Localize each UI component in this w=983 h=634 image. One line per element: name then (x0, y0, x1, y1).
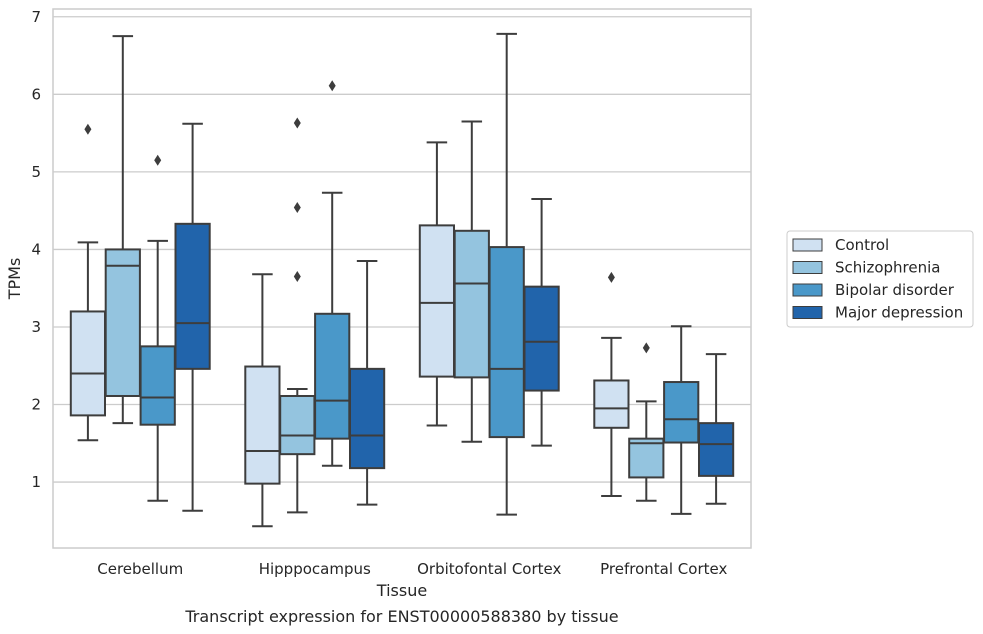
box-iqr (104, 248, 141, 397)
y-tick-label: 5 (31, 163, 41, 181)
y-tick-label: 3 (31, 318, 41, 336)
y-tick-label: 2 (31, 396, 41, 414)
box-bipolar-disorder (488, 32, 525, 516)
outlier-point (328, 80, 336, 92)
legend-swatch (792, 283, 823, 297)
legend-label: Schizophrenia (835, 259, 940, 277)
box-iqr (453, 229, 490, 379)
box-control (69, 123, 107, 442)
outlier-point (84, 123, 92, 135)
box-groups (69, 32, 735, 528)
box-iqr (628, 437, 665, 479)
box-iqr (593, 379, 630, 429)
x-tick-label: Cerebellum (97, 560, 183, 578)
box-iqr (314, 312, 351, 440)
x-tick-label: Prefrontal Cortex (600, 560, 727, 578)
box-major-depression (348, 260, 386, 506)
x-tick-label: Orbitofontal Cortex (417, 560, 561, 578)
box-iqr (697, 422, 735, 477)
legend-swatch (792, 261, 823, 274)
outlier-point (293, 271, 301, 283)
chart-caption: Transcript expression for ENST0000058838… (184, 607, 618, 626)
outlier-point (642, 342, 650, 354)
box-bipolar-disorder (139, 154, 176, 502)
outlier-point (607, 271, 615, 283)
box-iqr (279, 394, 316, 456)
legend-frame (786, 230, 974, 328)
y-axis-label: TPMs (5, 258, 24, 301)
box-iqr (348, 367, 386, 470)
box-iqr (244, 365, 281, 485)
plot-area-frame (52, 8, 752, 549)
outlier-point (293, 117, 301, 129)
box-major-depression (523, 198, 560, 447)
box-iqr (69, 310, 107, 417)
box-schizophrenia (453, 120, 490, 443)
outlier-point (154, 154, 162, 166)
box-iqr (418, 224, 456, 378)
y-tick-label: 4 (31, 240, 41, 258)
box-iqr (523, 285, 560, 392)
x-tick-label: Hipppocampus (259, 560, 371, 578)
box-bipolar-disorder (663, 325, 700, 515)
legend-label: Bipolar disorder (835, 281, 955, 299)
box-major-depression (174, 122, 211, 512)
box-schizophrenia (628, 342, 665, 502)
box-iqr (488, 246, 525, 439)
box-control (244, 273, 281, 528)
legend-swatch (792, 306, 823, 319)
box-schizophrenia (279, 117, 316, 514)
legend-items: Control Schizophrenia Bipolar disorder Majo… (792, 236, 963, 322)
box-bipolar-disorder (314, 80, 351, 467)
y-tick-label: 7 (31, 8, 41, 26)
x-axis-label: Tissue (376, 581, 427, 600)
box-control (593, 271, 630, 498)
box-iqr (663, 381, 700, 444)
box-control (418, 141, 456, 427)
box-iqr (174, 222, 211, 370)
legend-label: Control (835, 236, 889, 254)
outlier-point (293, 202, 301, 214)
legend-swatch (792, 238, 823, 252)
y-axis-ticks: 1 2 3 4 5 6 7 (31, 8, 41, 491)
legend: Control Schizophrenia Bipolar disorder Majo… (786, 230, 974, 328)
y-tick-label: 1 (31, 473, 41, 491)
legend-label: Major depression (835, 304, 963, 322)
box-iqr (139, 345, 176, 426)
x-axis-ticks: Cerebellum Hipppocampus Orbitofontal Corte… (97, 560, 727, 578)
y-tick-label: 6 (31, 85, 41, 103)
box-schizophrenia (104, 35, 141, 425)
box-major-depression (697, 353, 735, 505)
